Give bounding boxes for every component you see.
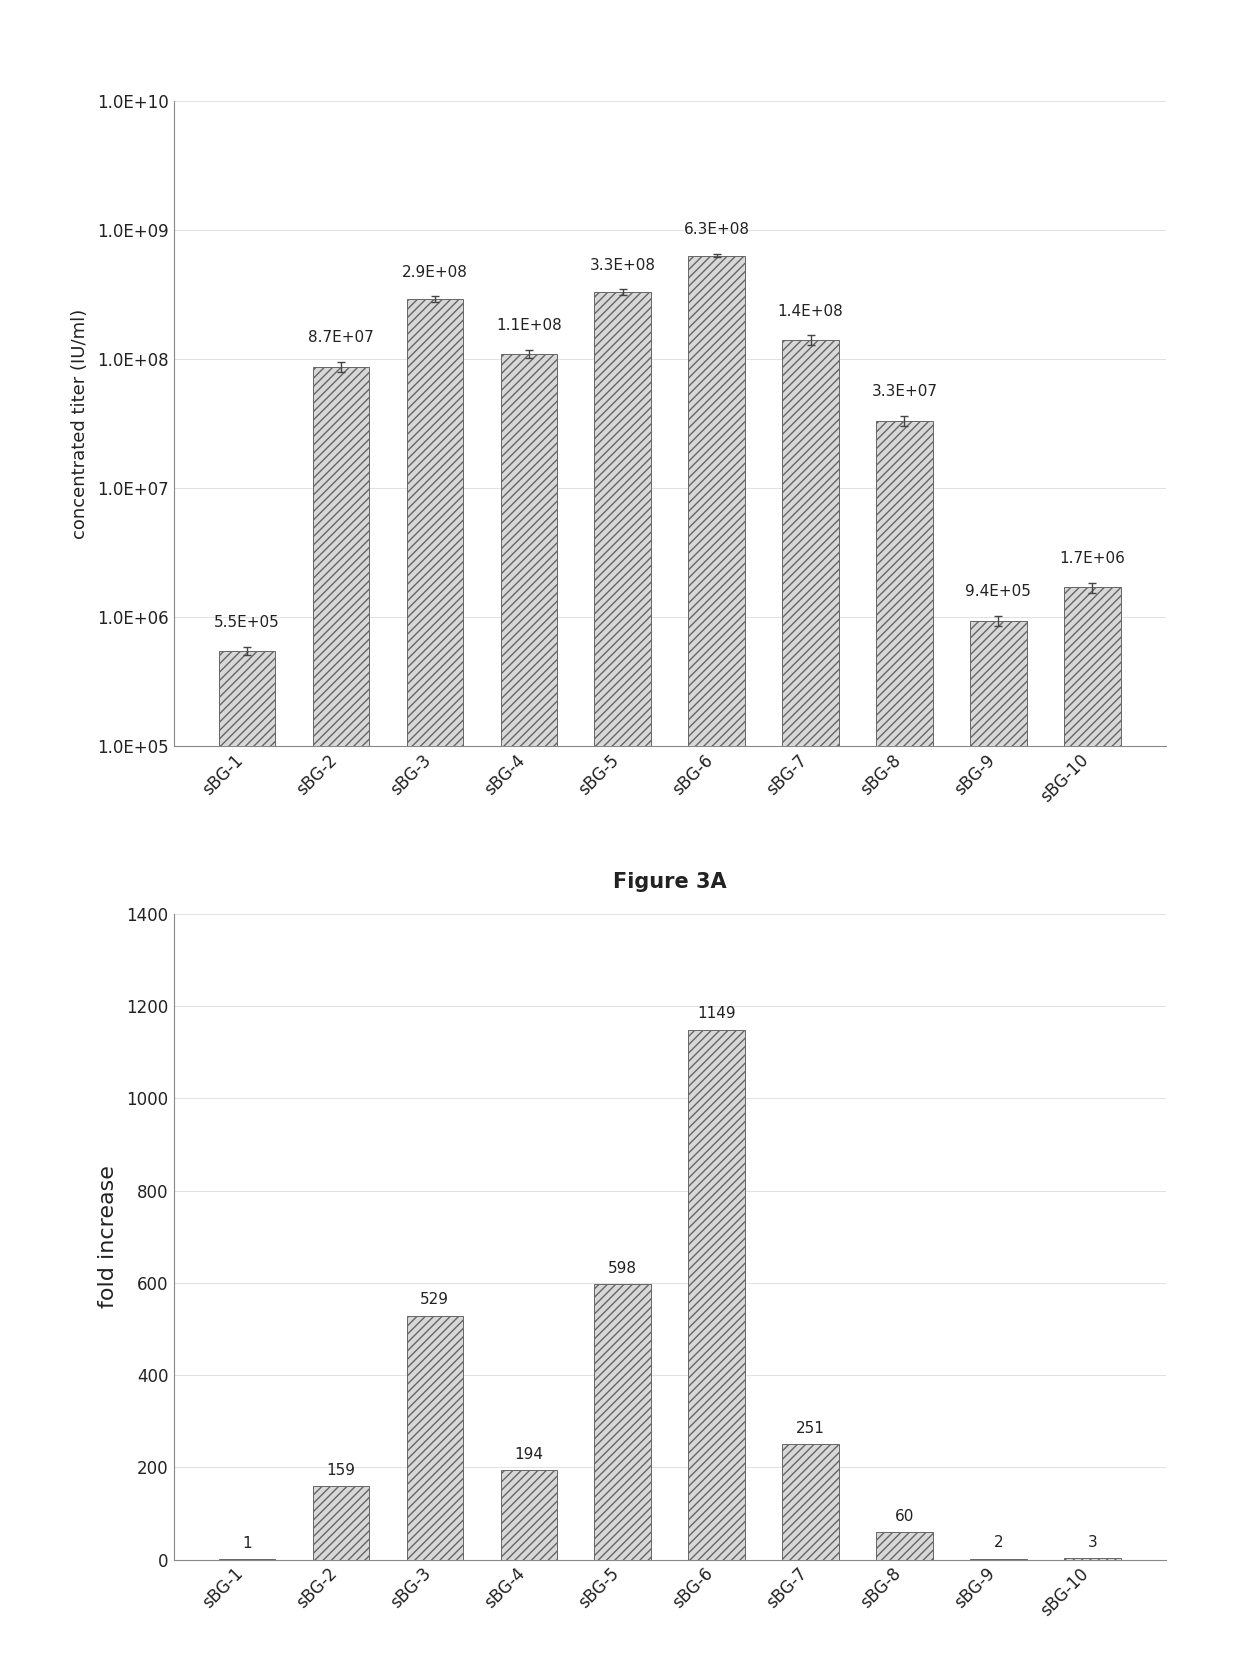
Y-axis label: fold increase: fold increase [98,1166,118,1308]
Bar [594,292,651,1677]
Text: 2: 2 [993,1536,1003,1550]
Text: 251: 251 [796,1420,825,1436]
Y-axis label: concentrated titer (IU/ml): concentrated titer (IU/ml) [71,309,88,538]
Text: 8.7E+07: 8.7E+07 [308,330,373,345]
Text: Figure 3A: Figure 3A [613,872,727,892]
Text: 6.3E+08: 6.3E+08 [683,221,749,236]
Bar [407,1316,463,1560]
Text: 3: 3 [1087,1534,1097,1550]
Bar [594,1285,651,1560]
Text: 3.3E+07: 3.3E+07 [872,384,937,399]
Text: 60: 60 [895,1509,914,1524]
Bar [312,1486,370,1560]
Bar [218,651,275,1677]
Text: 1.7E+06: 1.7E+06 [1059,550,1125,565]
Text: 1149: 1149 [697,1006,735,1021]
Text: 159: 159 [326,1462,356,1477]
Text: 529: 529 [420,1293,449,1308]
Text: 3.3E+08: 3.3E+08 [590,258,656,273]
Bar [688,1030,745,1560]
Bar [688,255,745,1677]
Text: 2.9E+08: 2.9E+08 [402,265,467,280]
Text: 598: 598 [608,1261,637,1276]
Bar [407,299,463,1677]
Bar [877,1533,932,1560]
Bar [501,354,557,1677]
Text: 5.5E+05: 5.5E+05 [215,615,280,631]
Bar [312,367,370,1677]
Bar [877,421,932,1677]
Bar [782,1444,838,1560]
Text: 1: 1 [242,1536,252,1551]
Text: 1.1E+08: 1.1E+08 [496,317,562,332]
Text: 9.4E+05: 9.4E+05 [966,584,1032,599]
Bar [1064,587,1121,1677]
Text: 194: 194 [515,1447,543,1462]
Bar [782,340,838,1677]
Bar [501,1471,557,1560]
Text: 1.4E+08: 1.4E+08 [777,304,843,319]
Bar [970,620,1027,1677]
